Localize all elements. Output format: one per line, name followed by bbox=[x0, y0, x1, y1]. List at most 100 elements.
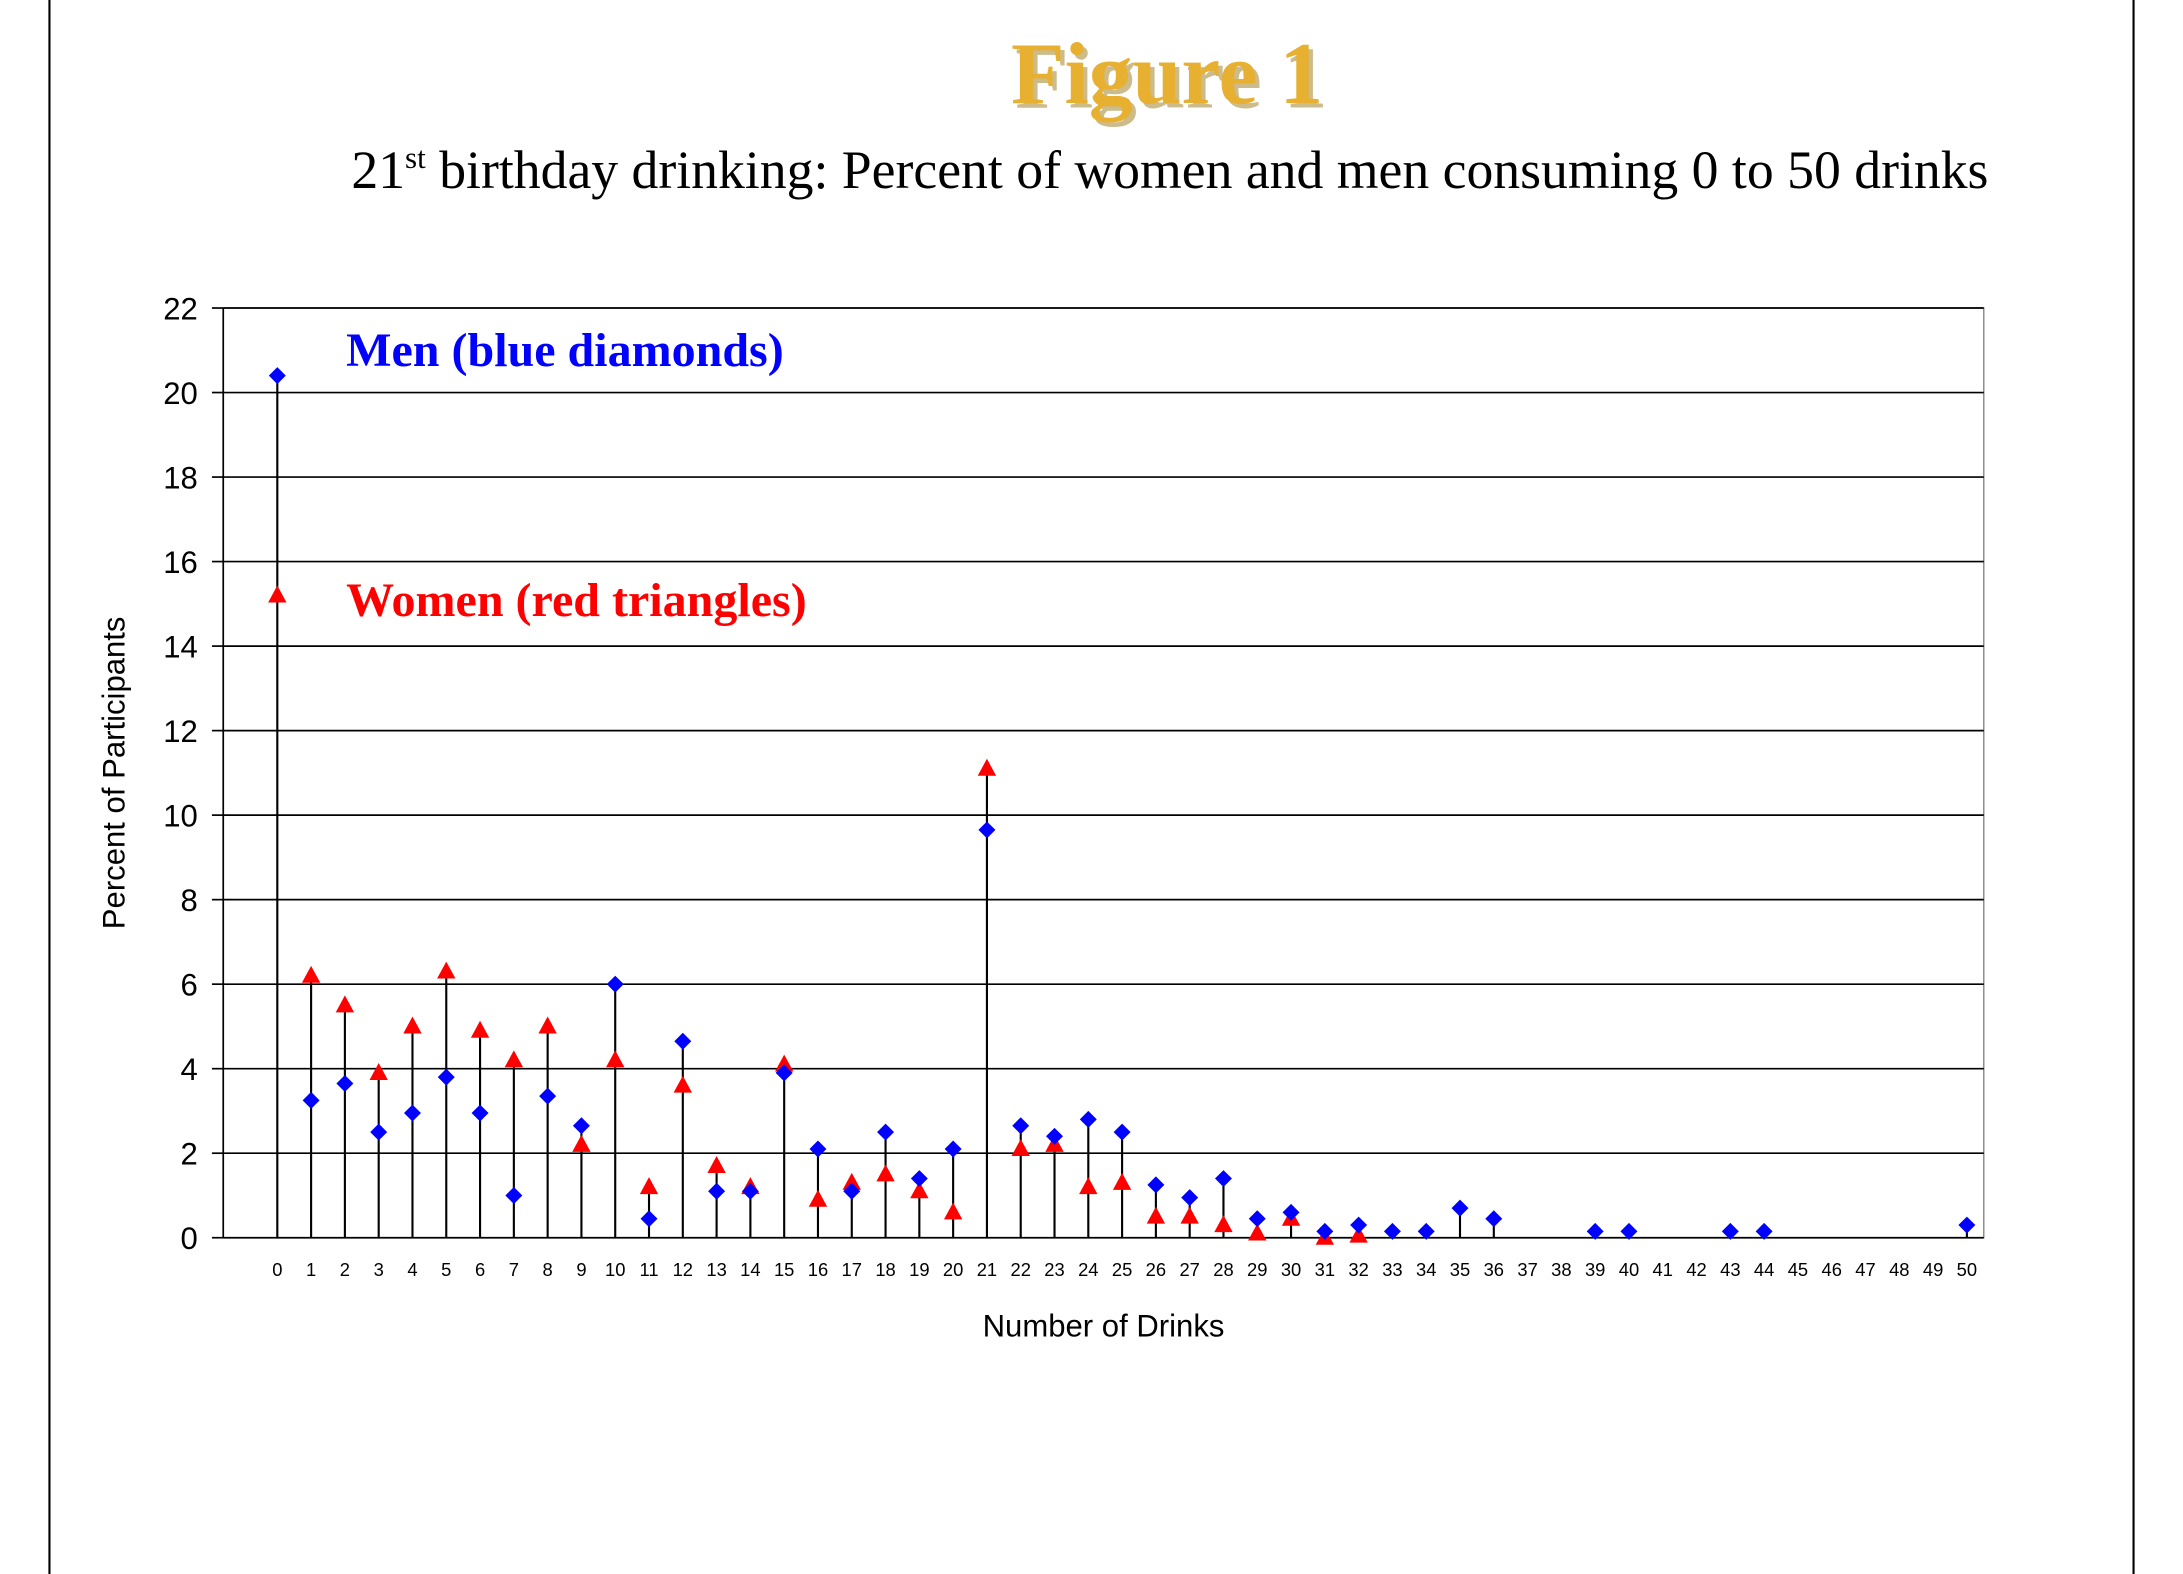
diamond-marker bbox=[1282, 1203, 1300, 1221]
triangle-marker bbox=[1214, 1215, 1233, 1233]
y-tick-label: 2 bbox=[181, 1137, 198, 1172]
diamond-marker bbox=[809, 1140, 827, 1158]
diamond-marker bbox=[1350, 1216, 1368, 1234]
triangle-marker bbox=[335, 995, 355, 1013]
x-tick-label: 20 bbox=[943, 1259, 963, 1280]
diamond-marker bbox=[640, 1210, 658, 1228]
diamond-marker bbox=[1012, 1117, 1030, 1135]
x-tick-label: 36 bbox=[1484, 1259, 1504, 1280]
diamond-marker bbox=[437, 1068, 455, 1086]
diamond-marker bbox=[1079, 1110, 1097, 1128]
x-tick-label: 19 bbox=[909, 1259, 929, 1280]
diamond-marker bbox=[1485, 1210, 1503, 1228]
x-tick-label: 47 bbox=[1855, 1259, 1875, 1280]
title-shadow: Figure 1 bbox=[1015, 29, 1327, 126]
triangle-marker bbox=[504, 1050, 524, 1068]
x-tick-label: 42 bbox=[1686, 1259, 1706, 1280]
x-tick-label: 44 bbox=[1754, 1259, 1774, 1280]
x-tick-label: 11 bbox=[639, 1259, 658, 1280]
x-tick-label: 14 bbox=[740, 1259, 760, 1280]
x-tick-label: 45 bbox=[1788, 1259, 1808, 1280]
x-tick-label: 0 bbox=[272, 1259, 282, 1280]
diamond-marker bbox=[775, 1064, 793, 1082]
triangle-marker bbox=[842, 1172, 861, 1190]
x-tick-label: 8 bbox=[543, 1259, 553, 1280]
chart-title: Figure 1 bbox=[1011, 25, 1323, 122]
x-axis-label: Number of Drinks bbox=[983, 1309, 1225, 1344]
triangle-marker bbox=[1349, 1225, 1368, 1243]
y-axis-label: Percent of Participants bbox=[96, 617, 131, 930]
x-tick-label: 6 bbox=[475, 1259, 485, 1280]
legend-men: Men (blue diamonds) bbox=[346, 324, 784, 377]
triangle-marker bbox=[1112, 1172, 1132, 1190]
page-frame bbox=[48, 0, 2135, 1574]
x-tick-label: 27 bbox=[1179, 1259, 1199, 1280]
x-tick-label: 40 bbox=[1619, 1259, 1639, 1280]
y-tick-label: 6 bbox=[181, 967, 198, 1002]
x-tick-label: 25 bbox=[1112, 1259, 1132, 1280]
diamond-marker bbox=[944, 1140, 962, 1158]
y-tick-label: 20 bbox=[163, 376, 198, 411]
x-tick-label: 48 bbox=[1889, 1259, 1909, 1280]
x-tick-label: 18 bbox=[875, 1259, 895, 1280]
triangle-marker bbox=[572, 1134, 591, 1152]
x-tick-label: 5 bbox=[441, 1259, 451, 1280]
x-tick-label: 16 bbox=[808, 1259, 828, 1280]
x-tick-label: 32 bbox=[1348, 1259, 1368, 1280]
triangle-marker bbox=[943, 1202, 963, 1220]
diamond-marker bbox=[539, 1087, 557, 1105]
diamond-marker bbox=[403, 1104, 421, 1122]
x-tick-label: 29 bbox=[1247, 1259, 1267, 1280]
diamond-marker bbox=[336, 1074, 354, 1092]
diamond-marker bbox=[741, 1182, 759, 1200]
y-tick-label: 14 bbox=[163, 629, 198, 664]
subtitle-number: 21 bbox=[351, 140, 405, 200]
y-tick-label: 4 bbox=[181, 1052, 198, 1087]
triangle-marker bbox=[1146, 1206, 1166, 1224]
diamond-marker bbox=[1181, 1189, 1199, 1207]
x-tick-label: 34 bbox=[1416, 1259, 1436, 1280]
diamond-marker bbox=[1248, 1210, 1266, 1228]
y-tick-label: 22 bbox=[163, 291, 198, 326]
x-tick-label: 7 bbox=[509, 1259, 519, 1280]
x-tick-label: 26 bbox=[1146, 1259, 1166, 1280]
triangle-marker bbox=[301, 965, 321, 983]
diamond-marker bbox=[268, 367, 286, 385]
x-tick-label: 35 bbox=[1450, 1259, 1470, 1280]
x-tick-label: 2 bbox=[340, 1259, 350, 1280]
triangle-marker bbox=[707, 1155, 726, 1173]
x-tick-label: 4 bbox=[407, 1259, 417, 1280]
diamond-marker bbox=[572, 1117, 590, 1135]
diamond-marker bbox=[708, 1182, 726, 1200]
diamond-marker bbox=[877, 1123, 895, 1141]
plot-area bbox=[222, 307, 1985, 1239]
x-tick-label: 46 bbox=[1822, 1259, 1842, 1280]
x-tick-label: 39 bbox=[1585, 1259, 1605, 1280]
legend-women: Women (red triangles) bbox=[346, 574, 807, 627]
diamond-marker bbox=[674, 1032, 692, 1050]
diamond-marker bbox=[1214, 1170, 1232, 1188]
chart-subtitle: 21st birthday drinking: Percent of women… bbox=[351, 140, 1988, 200]
diamond-marker bbox=[1451, 1199, 1469, 1217]
x-tick-label: 50 bbox=[1957, 1259, 1977, 1280]
x-tick-label: 15 bbox=[774, 1259, 794, 1280]
x-tick-label: 30 bbox=[1281, 1259, 1301, 1280]
diamond-marker bbox=[606, 975, 624, 993]
x-tick-label: 10 bbox=[605, 1259, 625, 1280]
x-tick-label: 41 bbox=[1653, 1259, 1673, 1280]
triangle-marker bbox=[673, 1075, 692, 1093]
triangle-marker bbox=[268, 585, 287, 603]
subtitle-suffix: st bbox=[405, 140, 426, 175]
triangle-marker bbox=[437, 961, 456, 979]
triangle-marker bbox=[369, 1063, 388, 1080]
y-tick-label: 8 bbox=[181, 883, 198, 918]
y-tick-label: 16 bbox=[163, 545, 198, 580]
triangle-marker bbox=[977, 758, 997, 776]
y-tick-label: 10 bbox=[163, 798, 198, 833]
x-tick-label: 49 bbox=[1923, 1259, 1943, 1280]
triangle-marker bbox=[538, 1016, 557, 1034]
x-tick-label: 28 bbox=[1213, 1259, 1233, 1280]
triangle-marker bbox=[910, 1181, 929, 1199]
diamond-marker bbox=[471, 1104, 489, 1122]
